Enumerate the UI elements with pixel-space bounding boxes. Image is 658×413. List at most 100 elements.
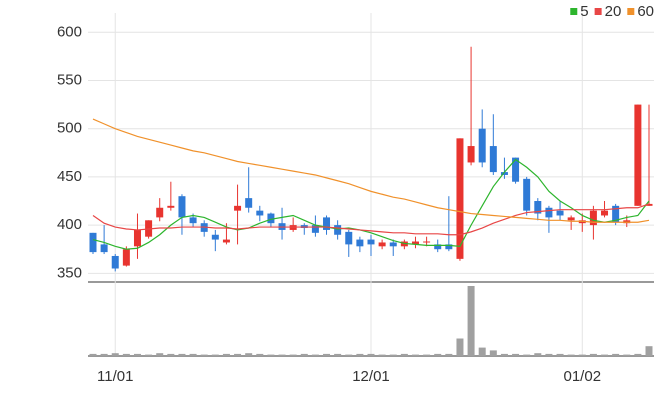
candle-body: [311, 225, 319, 233]
candle-body: [512, 157, 520, 182]
candle-body: [178, 196, 186, 218]
volume-bar: [289, 354, 297, 356]
volume-bar: [256, 353, 264, 356]
volume-bar: [456, 338, 464, 356]
candle-body: [523, 178, 531, 211]
volume-bar: [423, 354, 431, 356]
candle-body: [545, 207, 553, 218]
candle-body: [267, 213, 275, 224]
candle-body: [445, 244, 453, 250]
volume-bar: [156, 353, 164, 356]
volume-bar: [222, 353, 230, 356]
y-tick-label: 450: [57, 168, 82, 185]
volume-bar: [534, 353, 542, 356]
volume-bar: [411, 354, 419, 356]
volume-bar: [178, 353, 186, 356]
candle-body: [367, 239, 375, 245]
candle-body: [478, 128, 486, 163]
candle-body: [556, 210, 564, 216]
volume-bar: [545, 353, 553, 356]
candle-body: [645, 203, 653, 206]
ma-line: [92, 118, 650, 223]
ma-line: [92, 203, 650, 236]
volume-bar: [189, 353, 197, 356]
candle-body: [411, 241, 419, 245]
volume-bar: [311, 354, 319, 356]
volume-bar: [200, 354, 208, 356]
volume-bar: [378, 354, 386, 356]
candle-body: [100, 244, 108, 253]
legend-swatch: [627, 8, 635, 15]
candle-body: [211, 234, 219, 240]
candle-body: [245, 198, 253, 208]
volume-bar: [523, 354, 531, 356]
volume-bar: [367, 353, 375, 356]
y-tick-label: 600: [57, 23, 82, 40]
volume-bar: [478, 347, 486, 356]
volume-bar: [267, 354, 275, 356]
volume-bar: [389, 354, 397, 356]
candle-body: [156, 207, 164, 218]
candle-body: [356, 239, 364, 247]
volume-bar: [278, 354, 286, 356]
volume-bar: [556, 353, 564, 356]
candle-body: [167, 205, 175, 208]
candle-body: [567, 217, 575, 221]
candle-body: [612, 205, 620, 223]
ma-line: [92, 158, 650, 250]
volume-bar: [634, 353, 642, 356]
candle-body: [256, 210, 264, 216]
volume-bar: [601, 354, 609, 356]
volume-bar: [489, 350, 497, 356]
volume-bar: [589, 353, 597, 356]
x-tick-label: 01/02: [564, 368, 602, 385]
volume-bar: [400, 353, 408, 356]
legend-label: 5: [580, 3, 588, 20]
volume-bar: [645, 346, 653, 356]
legend-swatch: [570, 8, 578, 15]
candle-body: [222, 239, 230, 243]
candle-body: [389, 242, 397, 247]
candle-body: [323, 217, 331, 230]
volume-bar: [300, 353, 308, 356]
candle-body: [189, 217, 197, 224]
volume-bar: [345, 354, 353, 356]
volume-bar: [100, 353, 108, 356]
volume-bar: [234, 353, 242, 356]
volume-bar: [512, 353, 520, 356]
candle-body: [467, 146, 475, 163]
candle-body: [500, 172, 508, 175]
candle-body: [89, 232, 97, 253]
volume-bar: [578, 354, 586, 356]
volume-bar: [356, 353, 364, 356]
candle-body: [133, 229, 141, 247]
legend-label: 60: [637, 3, 654, 20]
volume-bar: [500, 353, 508, 356]
volume-bar: [122, 353, 130, 356]
legend-swatch: [594, 8, 602, 15]
candle-body: [378, 242, 386, 247]
candle-body: [534, 201, 542, 214]
candle-body: [634, 104, 642, 206]
candle-body: [423, 241, 431, 243]
candle-body: [589, 210, 597, 226]
volume-bar: [467, 286, 475, 356]
candle-body: [601, 210, 609, 216]
candle-body: [456, 138, 464, 259]
volume-bar: [434, 353, 442, 356]
y-tick-label: 550: [57, 71, 82, 88]
volume-bar: [211, 354, 219, 356]
x-tick-label: 11/01: [97, 368, 133, 385]
candle-body: [122, 249, 130, 266]
volume-bar: [323, 353, 331, 356]
volume-bar: [567, 354, 575, 356]
volume-bar: [334, 353, 342, 356]
volume-bar: [612, 353, 620, 356]
volume-bar: [445, 353, 453, 356]
candle-body: [234, 205, 242, 211]
y-tick-label: 400: [57, 216, 82, 233]
volume-bar: [245, 353, 253, 356]
volume-bar: [89, 353, 97, 356]
volume-bar: [145, 354, 153, 356]
